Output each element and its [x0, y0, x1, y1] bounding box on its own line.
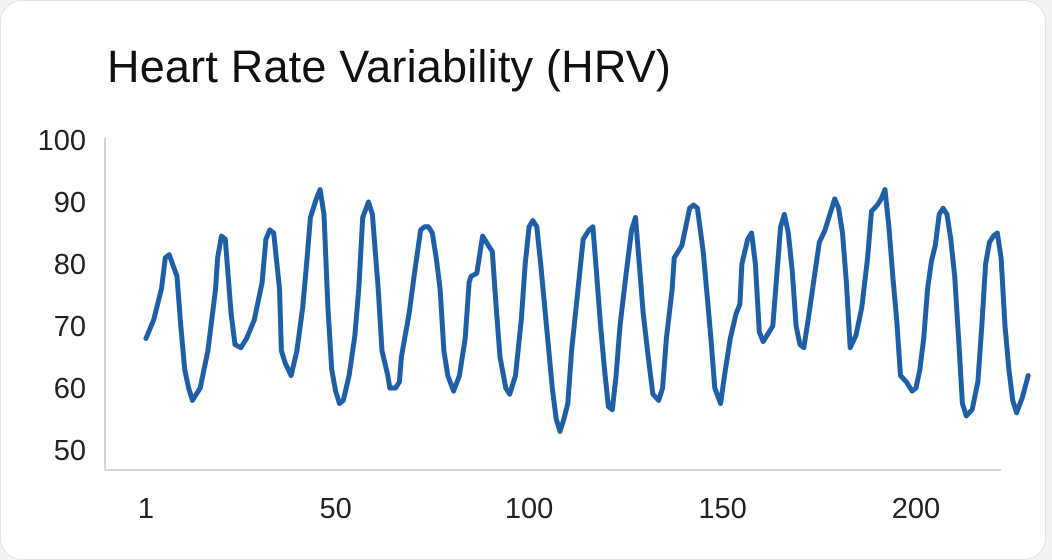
y-tick-label: 50: [54, 435, 86, 467]
x-tick-label: 50: [319, 493, 351, 525]
y-tick-label: 100: [38, 125, 86, 157]
x-tick-label: 100: [505, 493, 553, 525]
y-tick-label: 70: [54, 311, 86, 343]
y-tick-label: 80: [54, 249, 86, 281]
chart-title: Heart Rate Variability (HRV): [107, 41, 672, 92]
x-tick-label: 200: [892, 493, 940, 525]
hrv-series-line: [143, 187, 1031, 434]
y-tick-label: 90: [54, 187, 86, 219]
x-tick-label: 1: [138, 493, 154, 525]
y-tick-label: 60: [54, 373, 86, 405]
x-tick-label: 150: [698, 493, 746, 525]
